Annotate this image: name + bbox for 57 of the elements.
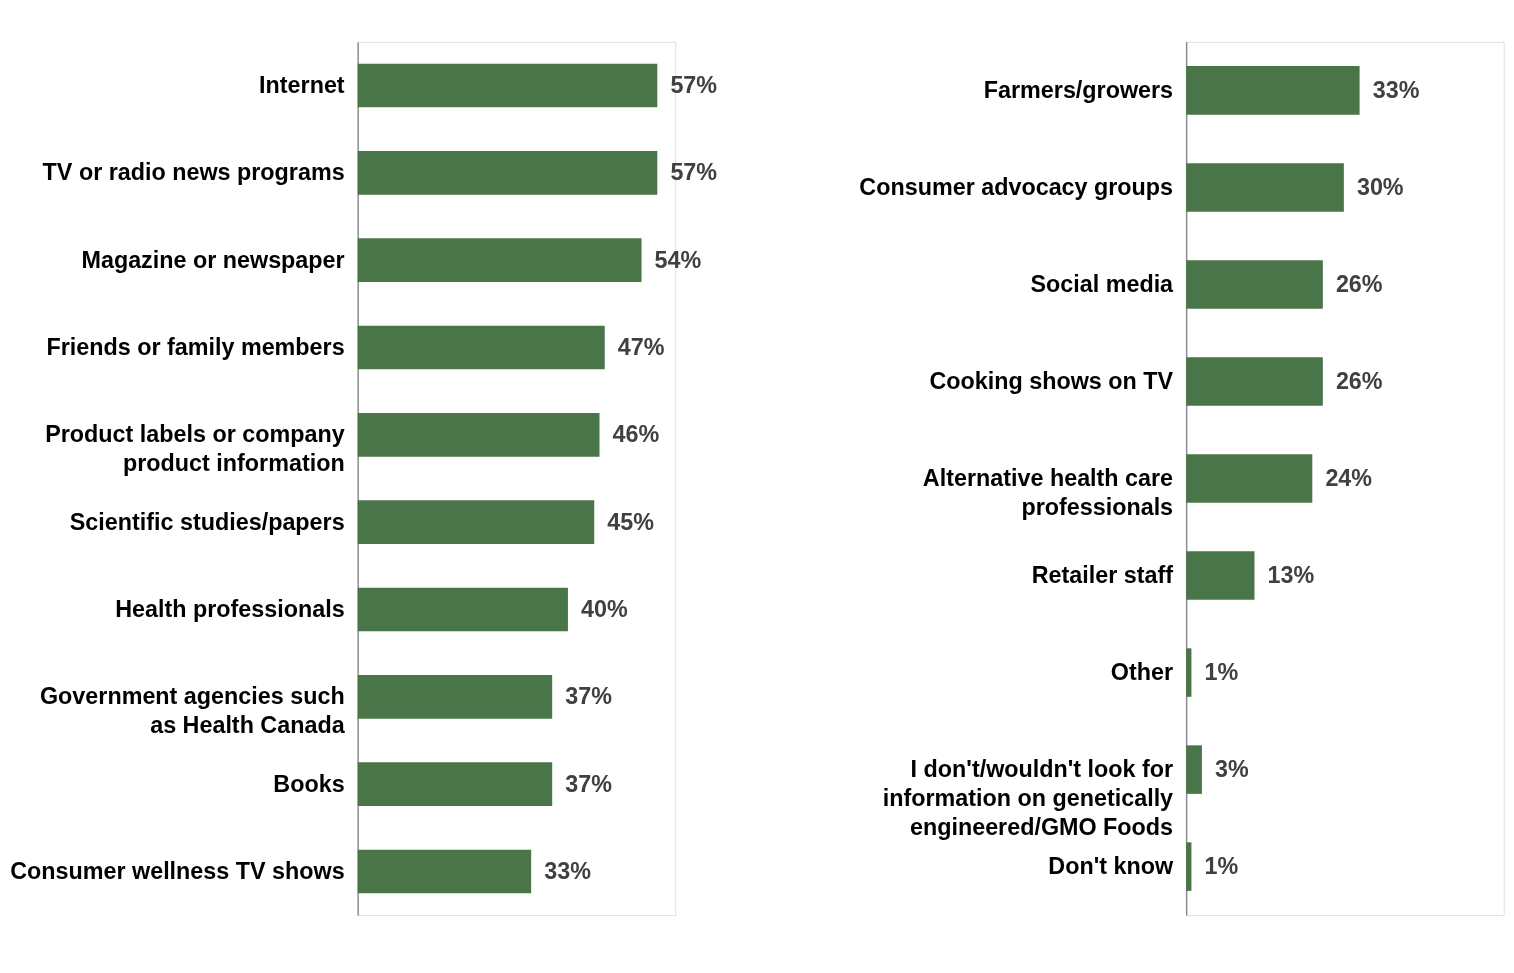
data-label: 26% — [1335, 270, 1383, 297]
data-label: 46% — [612, 421, 660, 448]
y-tick-label: Farmers/growers — [983, 76, 1174, 103]
bar — [357, 500, 595, 544]
bar — [357, 238, 642, 283]
bar — [1186, 745, 1202, 794]
y-tick-label: Internet — [259, 72, 345, 98]
y-tick-label: Consumer wellness TV shows — [10, 857, 345, 884]
bar — [1186, 163, 1344, 212]
y-tick-label: Retailer staff — [1031, 562, 1174, 588]
bar — [357, 325, 605, 370]
data-label: 37% — [565, 770, 613, 797]
bar — [357, 762, 553, 806]
bar — [1186, 66, 1360, 115]
data-label: 13% — [1267, 562, 1315, 588]
y-tick-label: TV or radio news programs — [42, 159, 345, 186]
bar — [357, 674, 553, 719]
bar — [1186, 357, 1323, 406]
data-label: 45% — [607, 508, 655, 535]
y-tick-label: Government agencies such as Health Canada — [39, 683, 346, 739]
data-label: 3% — [1215, 756, 1249, 783]
data-label: 40% — [581, 595, 628, 622]
data-label: 47% — [617, 333, 665, 360]
bar — [1186, 842, 1192, 891]
data-label: 57% — [670, 159, 718, 186]
bar — [357, 587, 568, 632]
data-label: 33% — [544, 857, 592, 884]
bar — [1186, 260, 1323, 309]
y-tick-label: Alternative health care professionals — [922, 464, 1174, 520]
data-label: 54% — [654, 246, 702, 273]
bar — [357, 413, 600, 457]
data-label: 24% — [1325, 464, 1373, 491]
y-tick-label: I don't/wouldn't look for information on genetically engineered/GMO Foods — [882, 756, 1174, 840]
data-label: 1% — [1204, 659, 1239, 686]
bar — [1186, 454, 1313, 503]
data-label: 37% — [565, 683, 613, 710]
y-tick-label: Social media — [1030, 270, 1175, 297]
bar — [357, 849, 532, 894]
y-tick-label: Don't know — [1048, 853, 1174, 880]
y-tick-label: Health professionals — [115, 595, 345, 622]
y-tick-label: Books — [273, 770, 345, 797]
y-tick-label: Cooking shows on TV — [929, 367, 1174, 394]
data-label: 26% — [1335, 367, 1383, 394]
y-tick-label: Friends or family members — [46, 333, 345, 360]
data-label: 1% — [1204, 853, 1239, 880]
data-label: 57% — [670, 72, 718, 98]
y-tick-label: Other — [1110, 659, 1174, 686]
y-tick-label: Scientific studies/papers — [69, 508, 345, 535]
data-label: 33% — [1372, 76, 1420, 103]
bar — [357, 63, 658, 108]
y-tick-label: Product labels or company product information — [45, 421, 345, 477]
y-tick-label: Consumer advocacy groups — [859, 173, 1174, 200]
bar — [1186, 551, 1255, 600]
y-tick-label: Magazine or newspaper — [81, 246, 345, 273]
data-label: 30% — [1356, 173, 1404, 200]
bar — [1186, 648, 1192, 697]
bar — [357, 151, 658, 195]
